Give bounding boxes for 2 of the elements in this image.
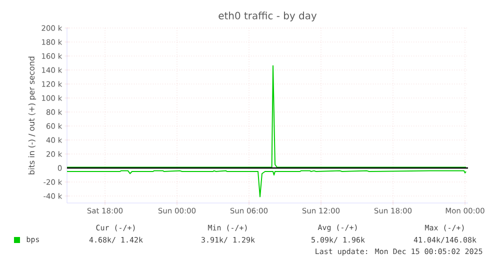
line-series <box>66 170 467 198</box>
chart-title: eth0 traffic - by day <box>218 12 317 22</box>
